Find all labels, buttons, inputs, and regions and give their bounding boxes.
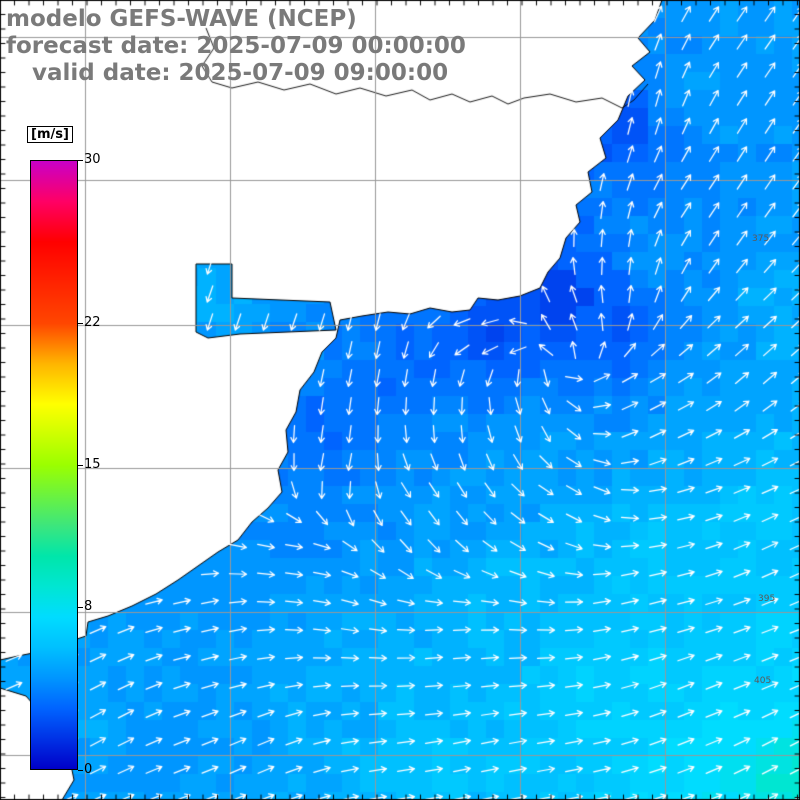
model-title: modelo GEFS-WAVE (NCEP)	[6, 6, 357, 32]
valid-date: valid date: 2025-07-09 09:00:00	[32, 60, 449, 86]
colorbar-tick-label: 15	[84, 457, 101, 472]
grid-coordinate-label: 395	[758, 594, 776, 604]
title-block: modelo GEFS-WAVE (NCEP) forecast date: 2…	[6, 6, 466, 87]
colorbar-tick	[78, 160, 83, 161]
colorbar-tick	[78, 322, 83, 324]
colorbar-tick	[78, 770, 83, 771]
colorbar-tick	[78, 607, 83, 609]
colorbar-tick-label: 30	[84, 152, 101, 167]
colorbar-tick-label: 22	[84, 315, 101, 330]
colorbar-unit-label: [m/s]	[27, 126, 73, 143]
colorbar-tick-label: 0	[84, 762, 93, 777]
grid-coordinate-label: 405	[754, 676, 772, 686]
colorbar-tick-label: 8	[84, 599, 93, 614]
colorbar-tick	[78, 465, 83, 466]
forecast-date: forecast date: 2025-07-09 00:00:00	[6, 33, 466, 59]
colorbar-gradient	[30, 160, 78, 770]
grid-coordinate-label: 375	[752, 234, 770, 244]
